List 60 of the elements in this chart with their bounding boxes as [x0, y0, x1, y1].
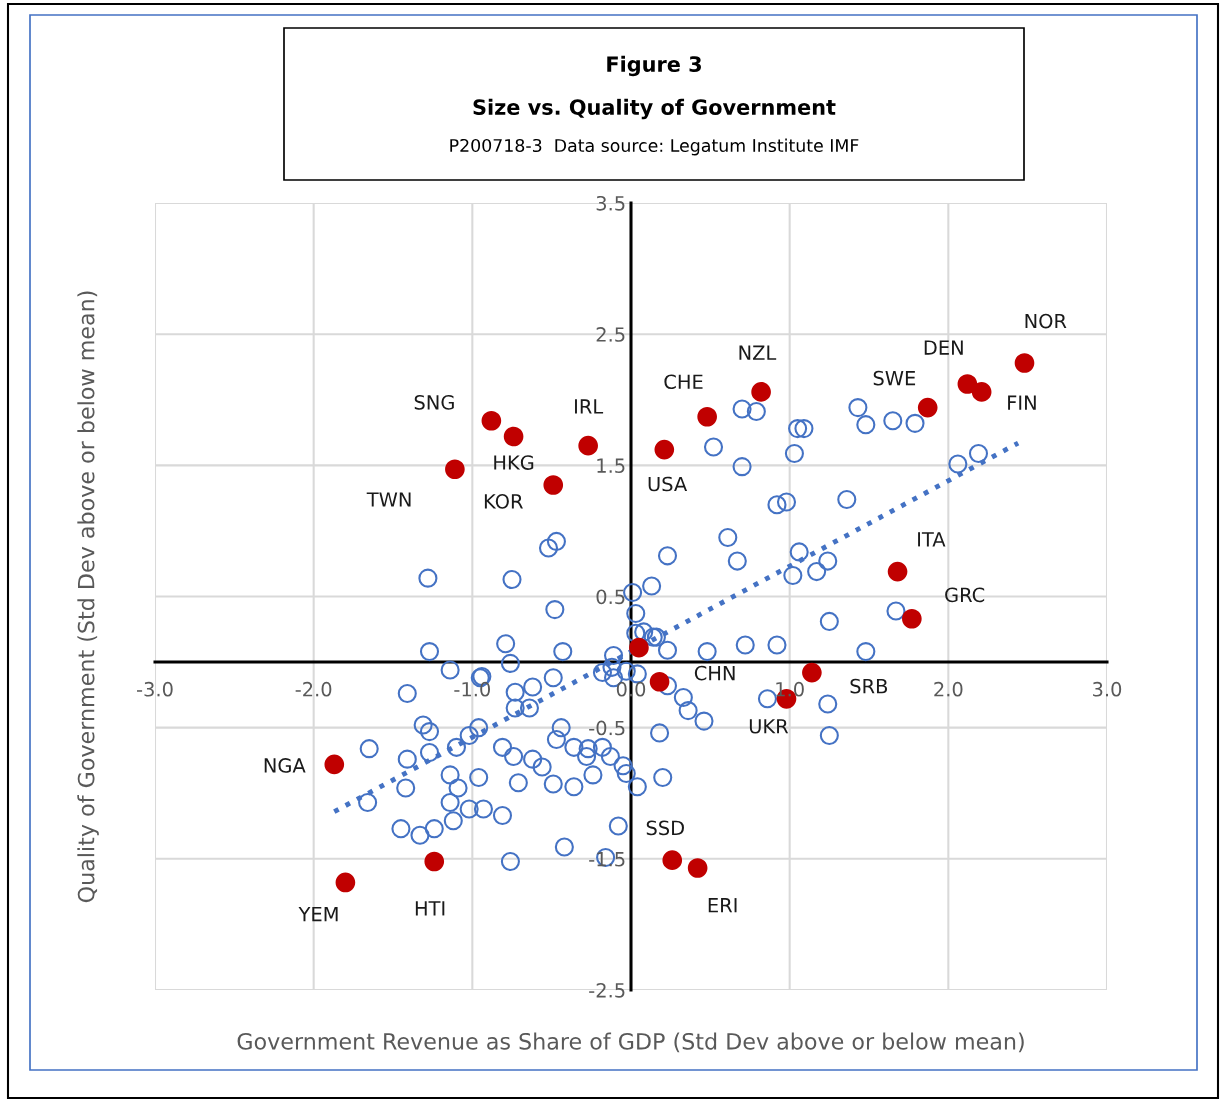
point [697, 406, 717, 427]
y-tick-label: 1.5 [597, 458, 625, 473]
x-tick-label: -3.0 [136, 681, 173, 697]
point [971, 382, 992, 402]
annotation: YEM [298, 906, 338, 922]
annotation: SSD [646, 820, 684, 836]
point [445, 459, 465, 480]
point [662, 850, 683, 870]
annotation: SWE [873, 370, 916, 386]
annotation: ITA [918, 532, 946, 547]
annotation: NZL [739, 345, 777, 360]
point [578, 435, 598, 456]
y-tick-label: 2.5 [596, 327, 625, 342]
x-tick-label: -1.0 [454, 681, 491, 697]
annotation: HTI [415, 901, 445, 916]
annotation: NGA [264, 758, 306, 773]
annotation: CHE [664, 374, 703, 390]
x-axis-title: Government Revenue as Share of GDP (Std Dev above or below mean) [237, 1032, 1024, 1053]
point [957, 374, 978, 394]
annotation: CHN [694, 665, 735, 681]
annotation: ERI [708, 898, 737, 913]
x-tick-label: 3.0 [1093, 681, 1122, 697]
point [543, 475, 564, 495]
chart-title: Figure 3 [607, 55, 701, 77]
point [802, 662, 822, 683]
point [424, 851, 445, 872]
point [649, 671, 670, 692]
point [335, 872, 356, 893]
text: P200718-3 Data source: Legatum Institute IMF [450, 138, 859, 156]
point [654, 439, 675, 460]
point [687, 858, 708, 878]
annotation: DEN [924, 340, 963, 355]
annotation: HKG [494, 455, 534, 470]
annotation: UKR [749, 719, 789, 734]
annotation: GRC [945, 587, 985, 603]
y-tick-label: 3.5 [596, 195, 625, 211]
y-axis-title: Quality of Government (Std Dev above or below mean) [77, 291, 99, 903]
point [917, 397, 938, 418]
point [887, 561, 908, 582]
chart-subtitle: Size vs. Quality of Government [473, 98, 836, 120]
annotation: SNG [414, 395, 454, 410]
point [629, 637, 649, 658]
annotation: KOR [484, 494, 523, 509]
y-tick-label: 0.5 [596, 589, 625, 605]
point [902, 608, 922, 629]
point [481, 410, 502, 431]
annotation: IRL [575, 399, 604, 414]
point [324, 754, 345, 775]
point [1014, 353, 1035, 373]
annotation: TWN [366, 492, 411, 507]
y-tick-label: -0.5 [589, 720, 625, 736]
point [503, 426, 524, 447]
annotation: USA [648, 476, 688, 492]
x-tick-label: 2.0 [934, 681, 963, 697]
point [751, 382, 771, 402]
y-tick-label: -2.5 [589, 982, 625, 998]
annotation: FIN [1008, 395, 1036, 410]
annotation: NOR [1025, 313, 1067, 329]
annotation: SRB [850, 678, 888, 694]
x-tick-label: -2.0 [295, 681, 332, 697]
